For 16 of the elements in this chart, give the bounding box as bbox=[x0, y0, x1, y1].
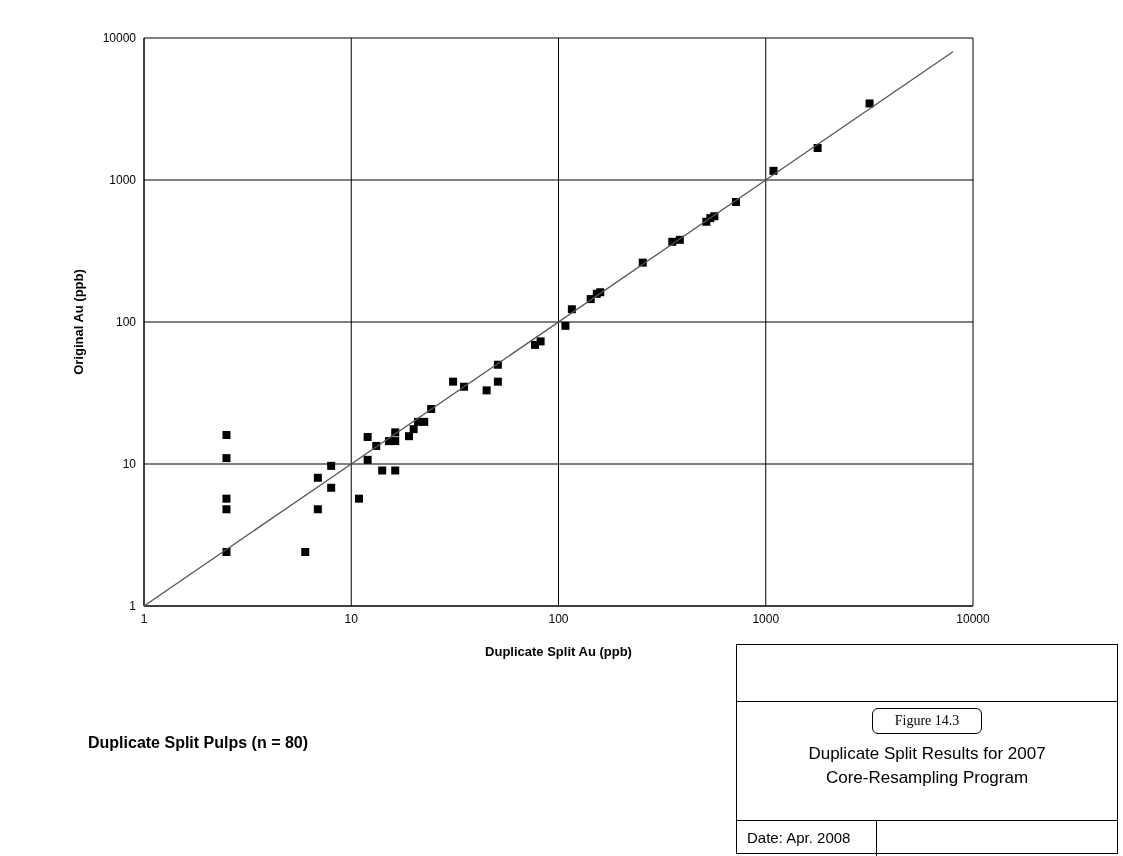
y-tick-label: 10000 bbox=[102, 31, 137, 46]
y-tick-label: 100 bbox=[115, 315, 137, 330]
y-tick-label: 1000 bbox=[109, 173, 137, 188]
caption: Figure 14.3 bbox=[871, 708, 983, 734]
x-axis-title: Duplicate Split Au (ppb) bbox=[485, 644, 632, 659]
x-tick-label: 10000 bbox=[956, 611, 991, 626]
x-tick-label: 1000 bbox=[752, 611, 780, 626]
text: Date: Apr. 2008 bbox=[737, 821, 877, 856]
text: Duplicate Split Pulps (n = 80) bbox=[88, 734, 309, 752]
y-axis-title: Original Au (ppb) bbox=[70, 269, 86, 375]
x-tick-label: 1 bbox=[140, 611, 148, 626]
x-tick-label: 100 bbox=[548, 611, 569, 626]
y-tick-label: 1 bbox=[129, 599, 137, 614]
x-tick-label: 10 bbox=[344, 611, 359, 626]
text: Duplicate Split Results for 2007 Core-Resampling Program bbox=[807, 743, 1047, 789]
y-tick-label: 10 bbox=[122, 457, 137, 472]
